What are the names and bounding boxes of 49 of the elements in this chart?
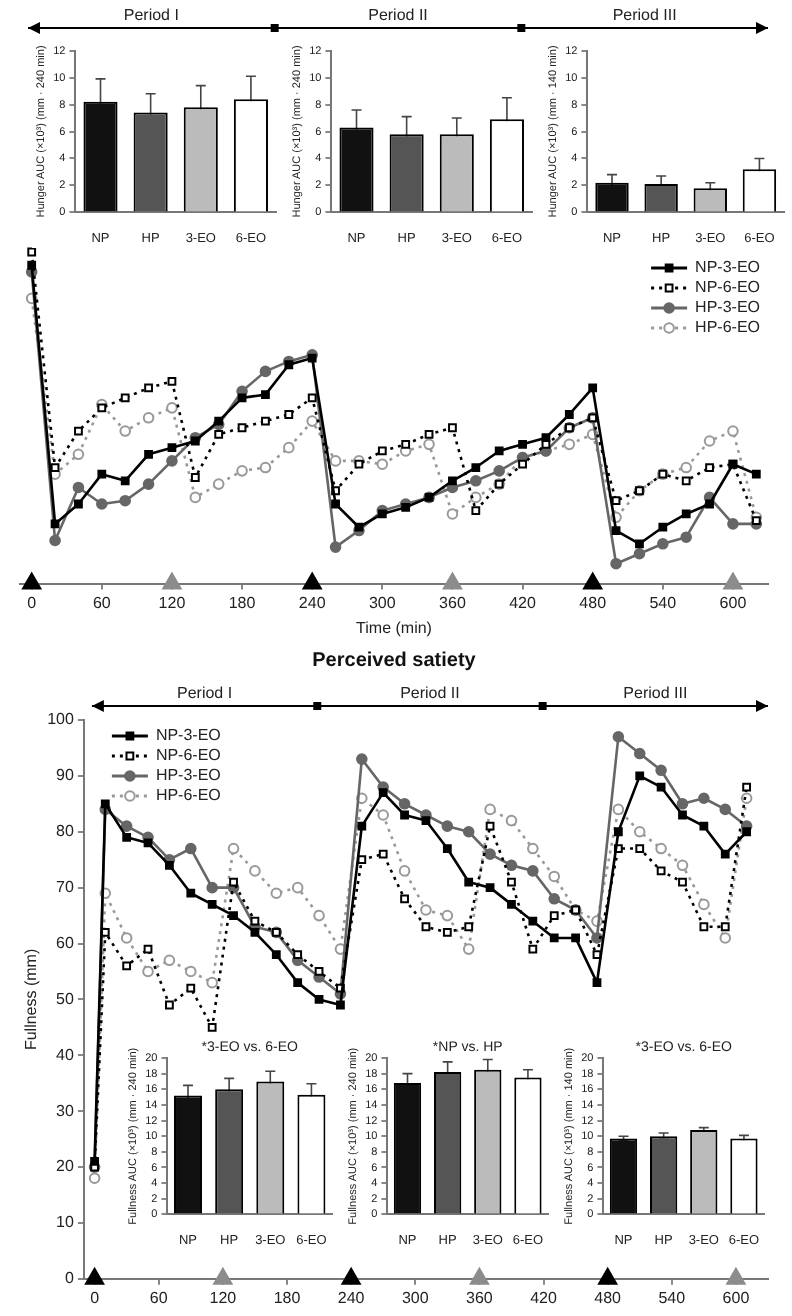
x-tick-label: 480 <box>594 1288 623 1307</box>
x-tick-label: 180 <box>228 593 257 612</box>
text: Period III <box>612 6 677 25</box>
x-tick-label: 300 <box>368 593 397 612</box>
x-tick-label: 240 <box>298 593 327 612</box>
y-axis-title: Fullness (mm) <box>22 948 41 1051</box>
y-tick-label: 90 <box>56 766 75 785</box>
y-tick-label: 100 <box>47 710 75 729</box>
y-tick-label: 30 <box>56 1101 75 1120</box>
y-tick-label: 70 <box>56 878 75 897</box>
legend-label: NP-3-EO <box>695 258 761 277</box>
x-tick-label: 360 <box>466 1288 494 1307</box>
legend-label: NP-6-EO <box>155 746 221 765</box>
x-tick-label: 120 <box>209 1288 238 1307</box>
text: Period III <box>623 684 688 703</box>
x-tick-label: 360 <box>439 593 467 612</box>
y-tick-label: 60 <box>56 933 75 952</box>
x-tick-label: 60 <box>92 593 112 612</box>
legend-label: HP-3-EO <box>695 298 761 317</box>
x-tick-label: 540 <box>658 1288 687 1307</box>
y-tick-label: 0 <box>64 1269 75 1288</box>
y-tick-label: 80 <box>56 822 75 841</box>
x-tick-label: 600 <box>722 1288 751 1307</box>
x-tick-label: 240 <box>337 1288 366 1307</box>
x-tick-label: 0 <box>27 593 38 612</box>
x-tick-label: 420 <box>530 1288 558 1307</box>
x-tick-label: 180 <box>273 1288 302 1307</box>
x-tick-label: 480 <box>579 593 608 612</box>
y-tick-label: 10 <box>56 1213 75 1232</box>
x-axis-title: Time (min) <box>356 618 433 637</box>
y-tick-label: 50 <box>56 989 75 1008</box>
x-tick-label: 540 <box>649 593 678 612</box>
x-tick-label: 120 <box>158 593 187 612</box>
text: Period I <box>123 6 179 25</box>
chart-title: Perceived satiety <box>312 649 477 672</box>
legend-label: HP-6-EO <box>155 786 221 805</box>
legend-label: HP-6-EO <box>695 318 761 337</box>
text: Period II <box>368 6 428 25</box>
x-tick-label: 300 <box>401 1288 430 1307</box>
y-tick-label: 20 <box>56 1157 75 1176</box>
legend-label: NP-6-EO <box>695 278 761 297</box>
text: Period I <box>177 684 233 703</box>
x-tick-label: 600 <box>719 593 748 612</box>
legend-label: HP-3-EO <box>155 766 221 785</box>
y-tick-label: 40 <box>56 1045 75 1064</box>
legend-label: NP-3-EO <box>155 726 221 745</box>
text: Period II <box>400 684 460 703</box>
x-tick-label: 420 <box>509 593 537 612</box>
x-tick-label: 0 <box>90 1288 101 1307</box>
